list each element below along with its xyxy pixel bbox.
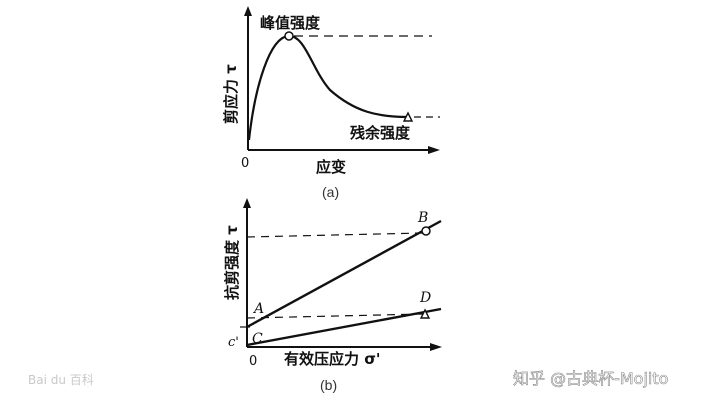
stress-strain-curve — [247, 34, 409, 141]
panel-b-x-label: 有效压应力 σ' — [284, 350, 381, 368]
peak-strength-label: 峰值强度 — [260, 14, 321, 32]
point-a-label: A — [252, 301, 264, 317]
panel-b-y-label: 抗剪强度 τ — [223, 225, 241, 300]
residual-strength-label: 残余强度 — [350, 124, 411, 142]
panel-b-caption: (b) — [320, 377, 337, 393]
panel-b-x-arrow — [430, 343, 442, 351]
panel-b: A B C D c' 抗剪强度 τ 有效压应力 σ' 0 (b) — [223, 198, 442, 393]
panel-a-y-label: 剪应力 τ — [222, 64, 240, 124]
zhihu-watermark: 知乎 @古典杯-Mojito — [513, 369, 668, 388]
panel-a-x-label: 应变 — [316, 158, 346, 176]
residual-strength-line — [246, 307, 442, 347]
panel-a-x-arrow — [428, 146, 440, 154]
point-b-label: B — [417, 210, 428, 226]
panel-b-y-arrow — [243, 198, 251, 208]
point-d-marker — [419, 308, 431, 319]
cohesion-label: c' — [228, 335, 239, 350]
panel-a: 峰值强度 残余强度 剪应力 τ 应变 0 (a) — [222, 6, 440, 200]
point-b-dashed-line — [246, 232, 423, 238]
residual-point-marker — [402, 111, 414, 122]
point-c-label: C — [252, 331, 263, 347]
panel-a-y-arrow — [244, 6, 252, 16]
panel-b-origin: 0 — [249, 354, 257, 369]
point-d-dashed-line — [246, 313, 425, 319]
point-b-marker — [421, 226, 431, 236]
point-d-label: D — [419, 290, 431, 306]
panel-a-caption: (a) — [322, 184, 339, 200]
peak-strength-line — [246, 219, 442, 329]
baidu-watermark: Bai du 百科 — [28, 373, 94, 387]
peak-point-marker — [284, 31, 294, 41]
panel-a-origin: 0 — [241, 156, 249, 171]
